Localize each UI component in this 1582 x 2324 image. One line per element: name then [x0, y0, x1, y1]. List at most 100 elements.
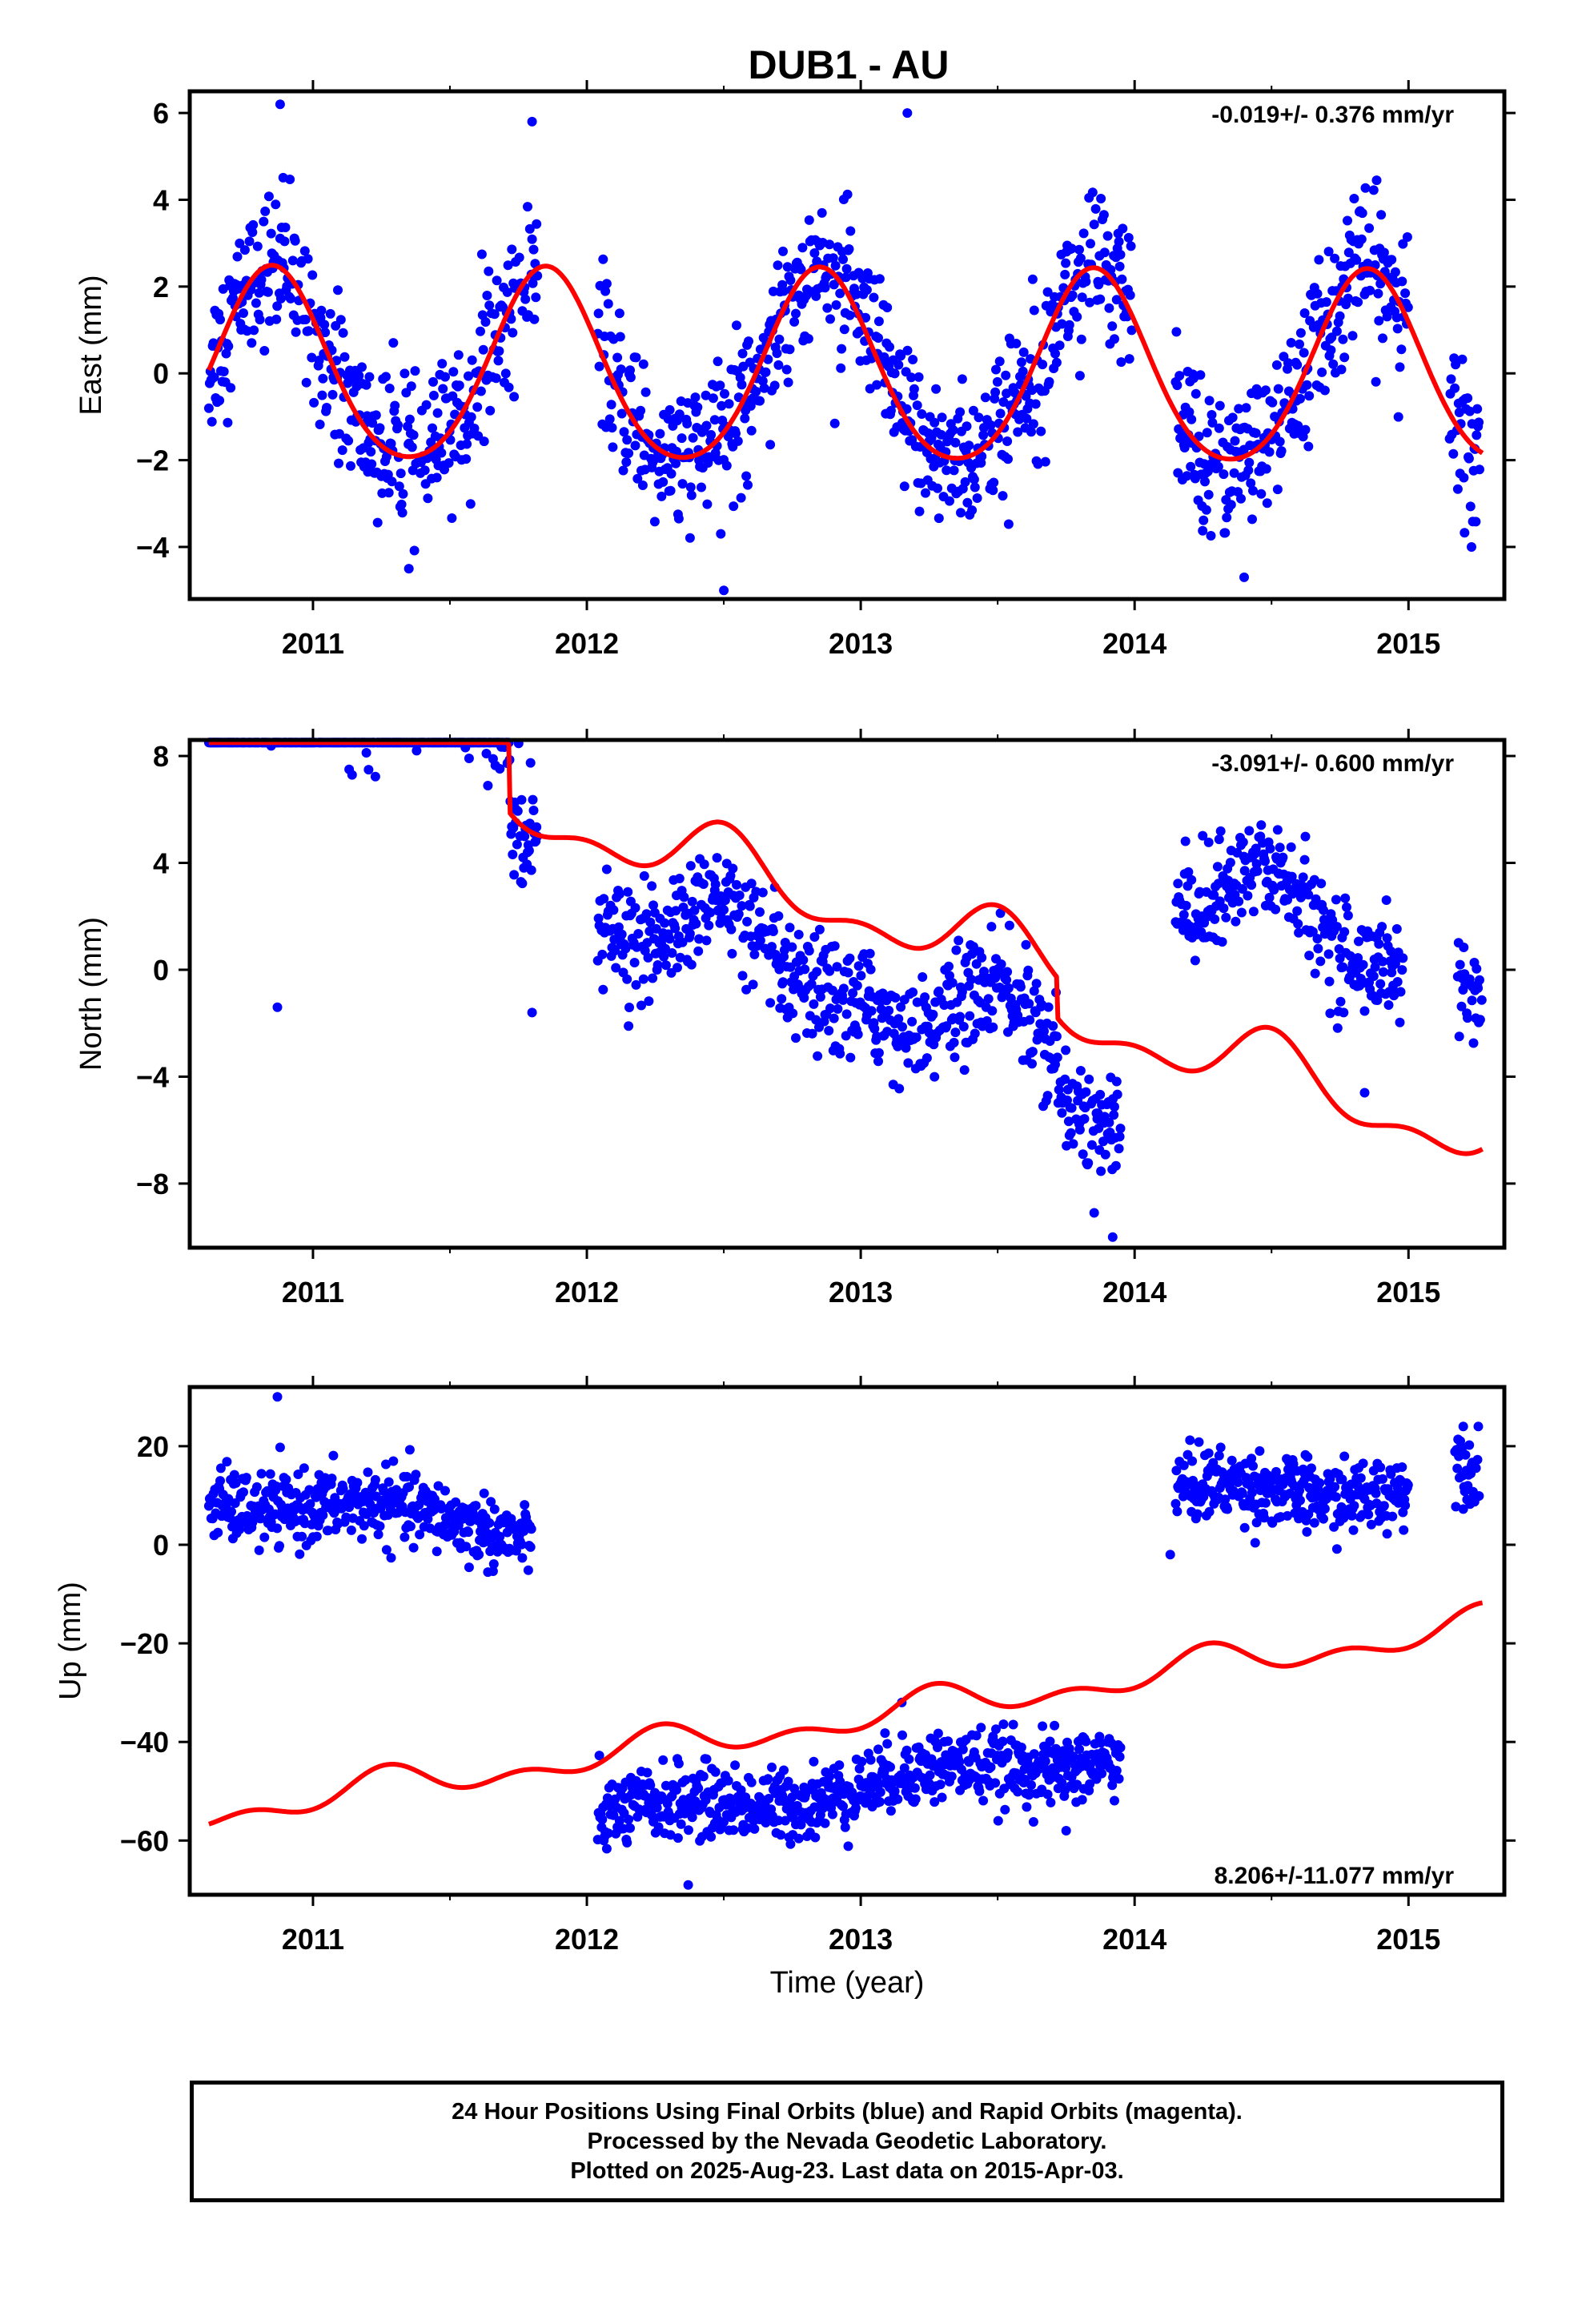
- north-point: [629, 958, 640, 967]
- up-point: [652, 1803, 662, 1813]
- north-point: [982, 1015, 992, 1026]
- east-point: [464, 371, 473, 381]
- north-point: [1264, 892, 1275, 903]
- east-point: [1464, 406, 1475, 416]
- east-point: [1027, 274, 1038, 284]
- east-point: [1403, 302, 1413, 312]
- east-point: [908, 355, 918, 364]
- up-point: [402, 1472, 412, 1482]
- north-point: [483, 781, 493, 790]
- up-point: [1064, 1743, 1074, 1754]
- north-point: [520, 831, 530, 842]
- north-point: [832, 962, 842, 972]
- up-point: [603, 1828, 613, 1839]
- east-point: [315, 420, 325, 429]
- east-point: [239, 245, 250, 255]
- north-point: [829, 1013, 839, 1023]
- east-point: [845, 310, 855, 320]
- north-point: [1066, 1128, 1076, 1138]
- east-point: [1450, 383, 1460, 393]
- up-point: [1315, 1478, 1325, 1488]
- east-point: [1317, 367, 1327, 377]
- north-point: [745, 901, 755, 911]
- north-point: [949, 1037, 959, 1047]
- east-point: [339, 352, 350, 362]
- north-point: [1015, 982, 1026, 992]
- north-point: [1231, 916, 1241, 927]
- east-point: [1273, 384, 1283, 394]
- north-point: [611, 963, 621, 973]
- up-point: [1337, 1474, 1347, 1485]
- north-point: [843, 967, 853, 978]
- up-point: [1115, 1743, 1126, 1753]
- east-point: [520, 294, 531, 304]
- east-point: [1111, 295, 1122, 305]
- up-point: [293, 1470, 303, 1479]
- north-point: [1004, 920, 1014, 931]
- east-point: [991, 364, 1001, 375]
- east-point: [1026, 427, 1036, 437]
- east-point: [1214, 423, 1224, 433]
- east-point: [335, 315, 346, 325]
- east-point: [291, 327, 301, 337]
- north-point: [732, 879, 741, 890]
- east-point: [1467, 542, 1476, 552]
- up-point: [990, 1778, 1001, 1788]
- east-point: [1204, 396, 1215, 406]
- east-point: [769, 380, 780, 391]
- up-point: [1331, 1492, 1341, 1502]
- east-point: [1002, 388, 1012, 399]
- east-xtick-label: 2013: [829, 627, 893, 660]
- up-point: [933, 1728, 943, 1739]
- east-point: [1319, 385, 1330, 396]
- east-point: [1446, 374, 1456, 384]
- east-point: [715, 380, 725, 391]
- east-point: [1448, 448, 1459, 459]
- east-point: [447, 513, 457, 523]
- east-point: [1226, 500, 1236, 510]
- up-point: [471, 1501, 481, 1511]
- north-point: [1459, 943, 1469, 952]
- east-point: [838, 254, 848, 264]
- east-point: [375, 423, 385, 433]
- east-point: [286, 293, 295, 304]
- up-point: [1016, 1743, 1026, 1752]
- east-point: [491, 373, 501, 384]
- east-point: [239, 308, 248, 318]
- east-xtick-label: 2011: [282, 627, 344, 660]
- north-point: [1209, 890, 1219, 900]
- north-point: [742, 916, 753, 927]
- north-point: [1181, 900, 1191, 911]
- east-point: [1323, 247, 1334, 257]
- up-point: [1110, 1795, 1119, 1806]
- up-point: [484, 1518, 495, 1528]
- north-point: [1051, 1031, 1062, 1042]
- north-point: [869, 1023, 880, 1034]
- east-point: [830, 260, 841, 271]
- east-point: [1227, 412, 1238, 423]
- north-point: [1335, 953, 1345, 963]
- east-point: [614, 308, 624, 319]
- up-point: [693, 1783, 704, 1794]
- east-point: [453, 350, 464, 360]
- north-point: [1089, 1208, 1099, 1218]
- east-point: [1186, 461, 1196, 472]
- north-point: [1315, 956, 1326, 967]
- north-point: [1294, 927, 1304, 938]
- north-point: [638, 974, 648, 984]
- north-point: [1339, 1007, 1349, 1018]
- north-point: [623, 887, 633, 897]
- east-point: [845, 226, 856, 236]
- up-point: [1348, 1525, 1359, 1535]
- north-point: [824, 1026, 834, 1035]
- east-rate-label: -0.019+/- 0.376 mm/yr: [1211, 102, 1454, 128]
- up-point: [1185, 1435, 1195, 1445]
- north-point: [939, 1000, 950, 1010]
- up-ytick-label: 20: [137, 1430, 169, 1463]
- east-point: [387, 476, 397, 487]
- up-point: [958, 1744, 968, 1755]
- north-point: [1468, 1038, 1479, 1048]
- up-point: [673, 1833, 683, 1844]
- north-point: [848, 988, 858, 999]
- north-point: [412, 746, 422, 756]
